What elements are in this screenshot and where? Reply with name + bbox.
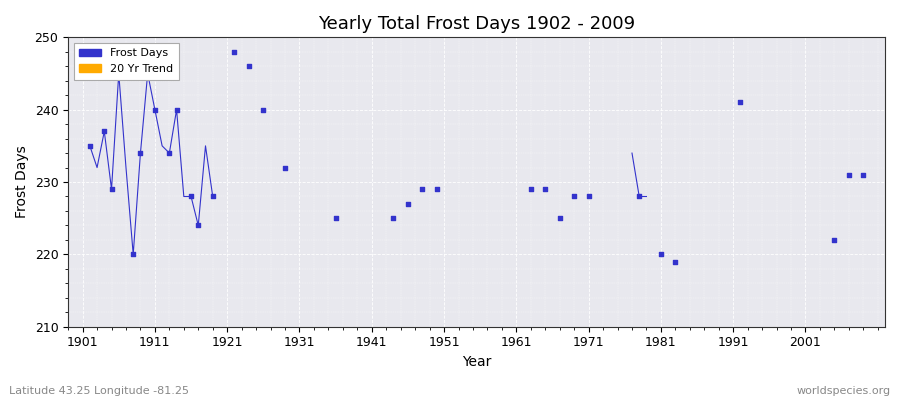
Point [553,215,567,222]
Y-axis label: Frost Days: Frost Days [15,146,29,218]
Point [140,70,155,77]
Point [205,193,220,200]
Point [386,215,400,222]
Point [581,193,596,200]
Point [856,172,870,178]
Point [328,215,343,222]
Point [400,200,415,207]
Point [827,237,842,243]
Text: worldspecies.org: worldspecies.org [796,386,891,396]
Point [184,193,198,200]
Point [632,193,646,200]
Text: Latitude 43.25 Longitude -81.25: Latitude 43.25 Longitude -81.25 [9,386,189,396]
X-axis label: Year: Year [462,355,491,369]
Title: Yearly Total Frost Days 1902 - 2009: Yearly Total Frost Days 1902 - 2009 [318,15,635,33]
Point [668,258,682,265]
Point [842,172,856,178]
Point [524,186,538,192]
Point [242,63,256,70]
Point [126,251,140,258]
Point [148,106,162,113]
Legend: Frost Days, 20 Yr Trend: Frost Days, 20 Yr Trend [74,43,179,80]
Point [83,143,97,149]
Point [278,164,293,171]
Point [415,186,429,192]
Point [191,222,205,229]
Point [567,193,581,200]
Point [429,186,444,192]
Point [104,186,119,192]
Point [538,186,553,192]
Point [227,49,241,55]
Point [133,150,148,156]
Point [169,106,184,113]
Point [734,99,748,106]
Point [256,106,271,113]
Point [653,251,668,258]
Point [97,128,112,134]
Point [162,150,176,156]
Point [112,70,126,77]
